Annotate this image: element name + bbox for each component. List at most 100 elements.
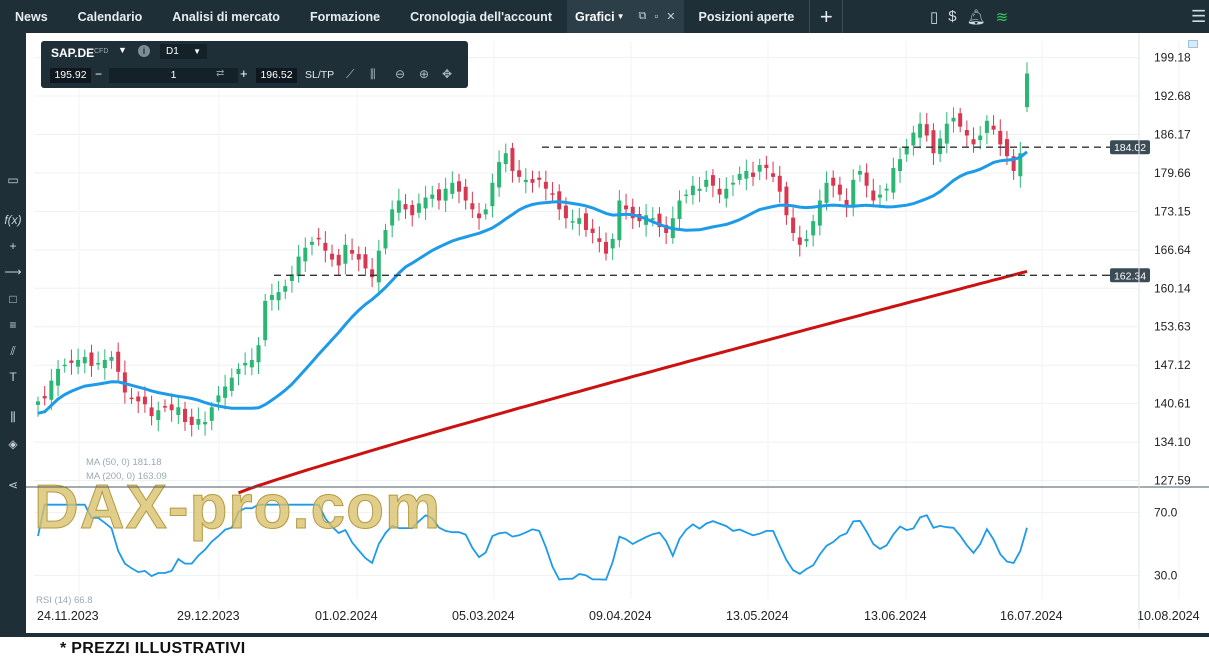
screen-icon[interactable]: ▭ [7, 173, 19, 187]
candle-body [456, 181, 461, 192]
info-icon[interactable]: i [138, 45, 150, 57]
rectangle-tool-icon[interactable]: □ [9, 292, 17, 306]
candle-body [497, 162, 502, 188]
candle-body [577, 218, 582, 224]
candle-body [744, 170, 749, 179]
price-tick-label: 147.12 [1154, 358, 1191, 372]
nav-tab-posizioni-aperte[interactable]: Posizioni aperte [698, 9, 795, 24]
line-chart-icon[interactable]: ⟋ [346, 67, 355, 81]
nav-tab-cronologia-account[interactable]: Cronologia dell'account [410, 9, 552, 24]
candle-body [978, 135, 983, 141]
candle-body [450, 182, 455, 194]
candle-body [704, 179, 709, 187]
candle-body [249, 359, 254, 368]
candle-body [617, 200, 622, 241]
candle-body [256, 345, 261, 363]
candle-body [523, 179, 528, 183]
popout-icon[interactable]: ⧉ [638, 10, 647, 22]
add-tab-button[interactable]: + [809, 0, 844, 33]
nav-tab-grafici-label: Grafici [574, 9, 615, 24]
layout-icon[interactable]: ▯ [930, 8, 939, 26]
symbol-label[interactable]: SAP.DE [51, 46, 95, 60]
nav-tab-grafici[interactable]: Grafici ▼ ⧉ ▫ ✕ [566, 0, 684, 33]
candle-body [69, 360, 74, 363]
price-tick-label: 134.10 [1154, 435, 1191, 449]
x-tick-label: 29.12.2023 [177, 609, 240, 623]
function-icon[interactable]: f(x) [4, 213, 22, 227]
candle-body [898, 159, 903, 172]
candle-body [490, 182, 495, 207]
price-tick-label: 179.66 [1154, 166, 1191, 180]
nav-tab-news[interactable]: News [15, 9, 48, 24]
swap-icon[interactable]: ⇄ [216, 68, 225, 79]
exchange-icon[interactable]: $ [948, 8, 957, 25]
candle-body [537, 177, 542, 180]
top-navigation: News Calendario Analisi di mercato Forma… [0, 0, 1209, 33]
candle-body [229, 377, 234, 391]
candle-body [443, 188, 448, 201]
candle-body [403, 204, 408, 210]
line-tool-icon[interactable]: ⟶ [4, 265, 22, 279]
share-icon[interactable]: ⋖ [7, 478, 19, 492]
candle-body [410, 205, 415, 216]
nav-tab-formazione[interactable]: Formazione [309, 9, 381, 24]
nav-tab-calendario[interactable]: Calendario [77, 9, 143, 24]
candle-chart-icon[interactable]: ⫼ [370, 67, 376, 81]
ma-200-polyline [237, 269, 1028, 495]
candle-body [590, 228, 595, 233]
nav-tab-analisi-di-mercato[interactable]: Analisi di mercato [172, 9, 280, 24]
candle-body [911, 132, 916, 146]
indicators-icon[interactable]: ⫼ [10, 410, 16, 424]
candle-body [918, 123, 923, 138]
candle-body [730, 182, 735, 185]
timeframe-select[interactable]: D1 ▼ [160, 44, 207, 59]
fibonacci-icon[interactable]: ≡ [9, 318, 17, 332]
rsi-tick-label: 70.0 [1154, 506, 1178, 520]
text-tool-icon[interactable]: T [9, 370, 17, 384]
zoom-out-icon[interactable]: ⊖ [395, 67, 406, 81]
candle-body [350, 250, 355, 254]
price-tick-label: 153.63 [1154, 320, 1191, 334]
ma-50-polyline [37, 150, 1028, 415]
zoom-in-icon[interactable]: ⊕ [419, 67, 430, 81]
candle-body [690, 185, 695, 196]
bid-price[interactable]: 195.92 [50, 68, 91, 83]
layers-icon[interactable]: ◈ [8, 437, 18, 451]
price-chart[interactable]: MA (50, 0) 181.18 MA (200, 0) 163.09 RSI (… [26, 33, 1209, 633]
rsi-panel: MA (50, 0) 181.18 MA (200, 0) 163.09 RSI (… [36, 457, 1028, 606]
close-icon[interactable]: ✕ [666, 11, 676, 23]
candle-body [610, 238, 615, 249]
candle-body [62, 364, 67, 367]
candle-body [784, 186, 789, 216]
candle-body [129, 397, 134, 400]
chevron-down-icon[interactable]: ▼ [616, 12, 625, 21]
increase-quantity-button[interactable]: + [240, 66, 248, 81]
watermark: DAX-pro.com [34, 473, 441, 543]
candle-body [517, 170, 522, 177]
candle-body [463, 186, 468, 201]
indicator-legend: RSI (14) 66.8 [36, 595, 93, 606]
candle-body [831, 177, 836, 186]
candle-body [116, 351, 121, 372]
sl-tp-button[interactable]: SL/TP [305, 69, 335, 81]
x-tick-label: 13.05.2024 [726, 609, 789, 623]
ask-price[interactable]: 196.52 [256, 68, 297, 83]
candle-body [804, 238, 809, 242]
ad-choices-icon[interactable] [1188, 40, 1198, 48]
bell-icon[interactable]: 🔔︎ [966, 8, 986, 26]
maximize-icon[interactable]: ▫ [654, 10, 659, 23]
candle-body [323, 242, 328, 251]
x-tick-label: 10.08.2024 [1137, 609, 1200, 623]
candle-body [971, 139, 976, 145]
channel-tool-icon[interactable]: ⫽ [10, 344, 16, 358]
crosshair-icon[interactable]: + [9, 239, 17, 253]
candle-body [931, 130, 936, 154]
quantity-input[interactable]: 1 [109, 68, 238, 83]
hamburger-menu-icon[interactable]: ☰ [1191, 6, 1207, 26]
candle-body [203, 422, 208, 425]
decrease-quantity-button[interactable]: − [95, 67, 103, 81]
move-icon[interactable]: ✥ [442, 67, 453, 81]
candle-body [964, 130, 969, 136]
candle-body [583, 213, 588, 231]
symbol-dropdown-icon[interactable]: ▼ [118, 45, 127, 55]
